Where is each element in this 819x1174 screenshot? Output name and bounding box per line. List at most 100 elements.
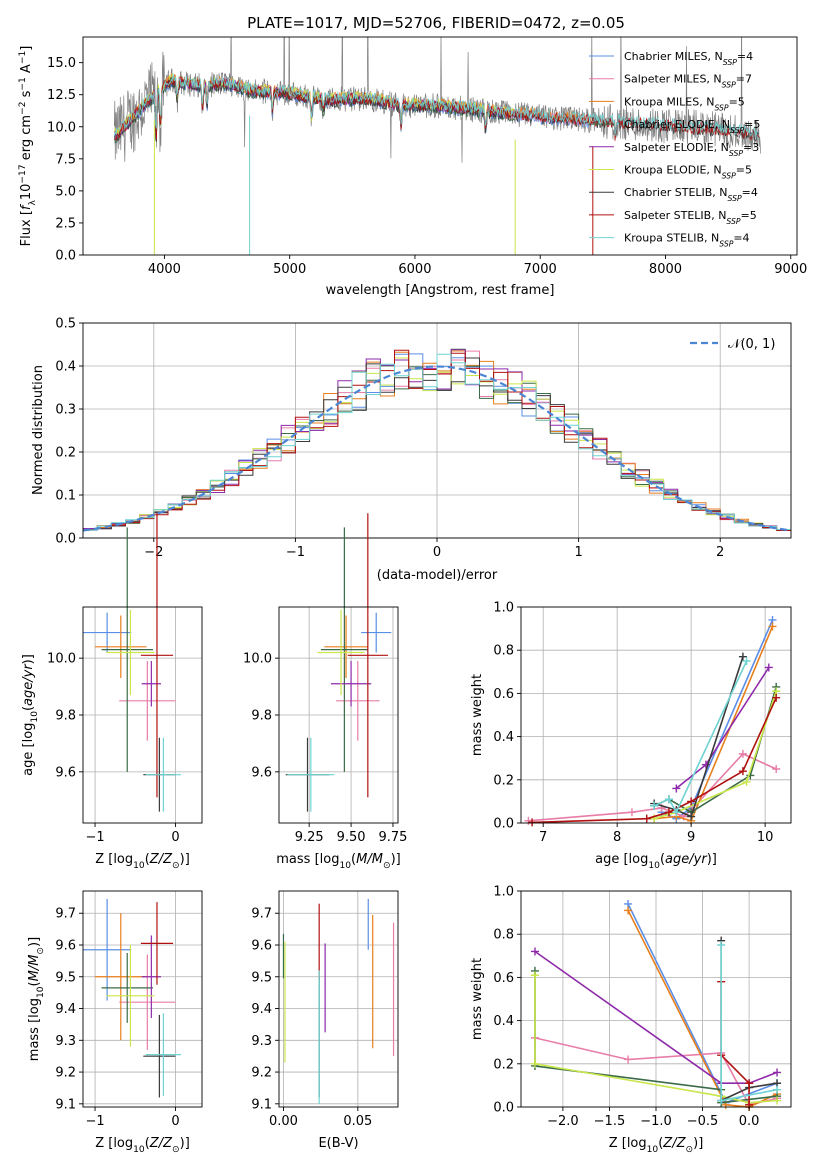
y-tick-label: 9.1: [55, 1097, 76, 1112]
histogram-kroupa-stelib: [83, 353, 791, 532]
x-tick-label: −1: [85, 830, 104, 845]
x-axis-label-part: 10: [133, 1145, 145, 1155]
x-tick-label: 4000: [148, 262, 181, 277]
y-axis-label-part: s: [19, 90, 34, 101]
axes-frame: [82, 36, 798, 256]
weight-marker-salpeter-stelib: [745, 1079, 754, 1088]
x-axis-label-part: ⊙: [172, 1145, 180, 1155]
legend-text: Kroupa MILES, N: [624, 95, 714, 108]
y-tick-label: 9.5: [251, 970, 272, 985]
y-tick-label: 12.5: [47, 88, 76, 103]
y-tick-label: 0.4: [55, 360, 76, 375]
y-tick-label: 1.0: [493, 885, 514, 900]
y-axis-label-part: f: [19, 203, 34, 210]
x-axis-label-part: 10: [648, 861, 660, 871]
x-tick-label: 0: [171, 1114, 179, 1129]
weight-vs-metallicity-panel: −2.0 −1.5 −1.0 −0.5 0.0 0.0 0.2 0.4 0.6 0.8 1.0 Z […: [470, 885, 792, 1155]
x-axis-label: Z [log10(Z/Z⊙)]: [609, 1136, 704, 1155]
weight-marker-chabrier-stelib: [738, 652, 747, 661]
x-axis-label-part: M/M: [356, 852, 383, 867]
weight-marker-salpeter-elodie: [530, 947, 539, 956]
figure-title: PLATE=1017, MJD=52706, FIBERID=0472, z=0…: [247, 14, 625, 32]
weight-line-salpeter-miles: [528, 752, 777, 822]
x-tick-label: −0.5: [687, 1114, 719, 1129]
weight-marker-salpeter-miles: [738, 749, 747, 758]
legend-subscript: SSP: [728, 194, 742, 203]
legend-text: Salpeter ELODIE, N: [624, 141, 729, 154]
x-axis-label: Z [log10(Z/Z⊙)]: [95, 852, 190, 871]
x-axis-label-part: Z/Z: [149, 852, 173, 867]
model-spectrum-chabrier-stelib: [113, 76, 759, 142]
legend-entry-salpeter-miles: Salpeter MILES, NSSP=7: [624, 73, 752, 90]
x-axis-label-part: ⊙: [686, 1145, 694, 1155]
y-tick-label: 0.0: [55, 249, 76, 264]
y-axis-label-part: −1: [18, 77, 28, 90]
weight-marker-kroupa-stelib: [664, 795, 673, 804]
x-axis-label: age [log10(age/yr)]: [595, 852, 717, 871]
y-axis-label-part: ⊙: [36, 947, 46, 955]
y-tick-label: 9.6: [55, 939, 76, 954]
legend-text: Chabrier STELIB, N: [624, 186, 728, 199]
y-tick-label: 10.0: [243, 652, 272, 667]
x-axis-label-part: )]: [693, 1136, 703, 1151]
age-vs-metallicity-panel: −1 09.69.810.0Z [log10(Z/Z⊙)]age [log10(a…: [21, 513, 203, 871]
y-tick-label: 9.7: [55, 907, 76, 922]
legend-subscript: SSP: [729, 148, 743, 157]
y-axis-label: mass [log10(M/M⊙)]: [27, 937, 46, 1061]
x-tick-label: 10: [757, 830, 774, 845]
x-axis-label-part: age/yr: [665, 852, 708, 867]
weight-marker-kroupa-stelib: [773, 1085, 782, 1094]
x-tick-label: 0.00: [269, 1114, 298, 1129]
y-tick-label: 9.7: [251, 907, 272, 922]
axes-frame: [278, 890, 399, 1108]
y-axis-label-part: Flux [: [19, 210, 34, 246]
x-tick-label: 9: [687, 830, 695, 845]
y-axis-label-part: ]: [19, 46, 34, 51]
y-tick-label: 0.1: [55, 489, 76, 504]
weight-marker-kroupa-miles: [624, 906, 633, 915]
y-tick-label: 1.0: [493, 601, 514, 616]
y-tick-label: 0.8: [493, 644, 514, 659]
weight-marker-salpeter-stelib: [664, 808, 673, 817]
x-tick-label: −2: [144, 545, 163, 560]
x-axis-label-part: 10: [647, 1145, 659, 1155]
spectrum-lines: [113, 37, 762, 255]
mass-vs-ebv-panel: 0.00 0.05 9.1 9.2 9.3 9.4 9.5 9.6 9.7 E(B-V): [251, 890, 399, 1151]
legend-entry-kroupa-elodie: Kroupa ELODIE, NSSP=5: [624, 164, 752, 181]
weight-marker-kroupa-elodie: [530, 1059, 539, 1068]
legend-entry-salpeter-stelib: Salpeter STELIB, NSSP=5: [624, 209, 757, 226]
y-tick-label: 15.0: [47, 56, 76, 71]
x-axis-label-part: ⊙: [383, 861, 391, 871]
y-axis-label-part: )]: [27, 937, 42, 947]
x-tick-label: 2: [716, 545, 724, 560]
weight-line-kroupa-miles: [654, 626, 774, 822]
x-axis-label: mass [log10(M/M⊙)]: [276, 852, 400, 871]
x-axis-label-part: (: [660, 852, 665, 867]
x-axis-label-part: )]: [707, 852, 717, 867]
x-axis-label-part: 10: [339, 861, 351, 871]
y-tick-label: 9.6: [251, 939, 272, 954]
legend-text: Chabrier MILES, N: [624, 50, 723, 63]
y-tick-label: 9.3: [55, 1034, 76, 1049]
x-axis-label-part: )]: [391, 852, 401, 867]
weight-marker-salpeter-miles: [772, 765, 781, 773]
x-axis-label: E(B-V): [318, 1136, 358, 1151]
weight-marker-chabrier-stelib: [687, 812, 696, 821]
y-tick-label: 0.5: [55, 317, 76, 332]
weight-line-chabrier-stelib: [653, 656, 744, 818]
y-tick-label: 2.5: [55, 216, 76, 231]
x-axis-label-part: )]: [180, 852, 190, 867]
weight-line-kroupa-elodie: [653, 690, 777, 820]
weight-line-kroupa-miles: [627, 910, 778, 1108]
axes-frame: [520, 606, 792, 824]
x-tick-label: −1: [286, 545, 305, 560]
weight-marker-salpeter-miles: [624, 1055, 633, 1064]
y-tick-label: 9.8: [251, 709, 272, 724]
weight-marker-kroupa-stelib: [742, 657, 751, 665]
legend-text: Chabrier ELODIE, N: [624, 118, 730, 131]
y-tick-label: 9.4: [55, 1002, 76, 1017]
y-tick-label: 0.2: [493, 1057, 514, 1072]
